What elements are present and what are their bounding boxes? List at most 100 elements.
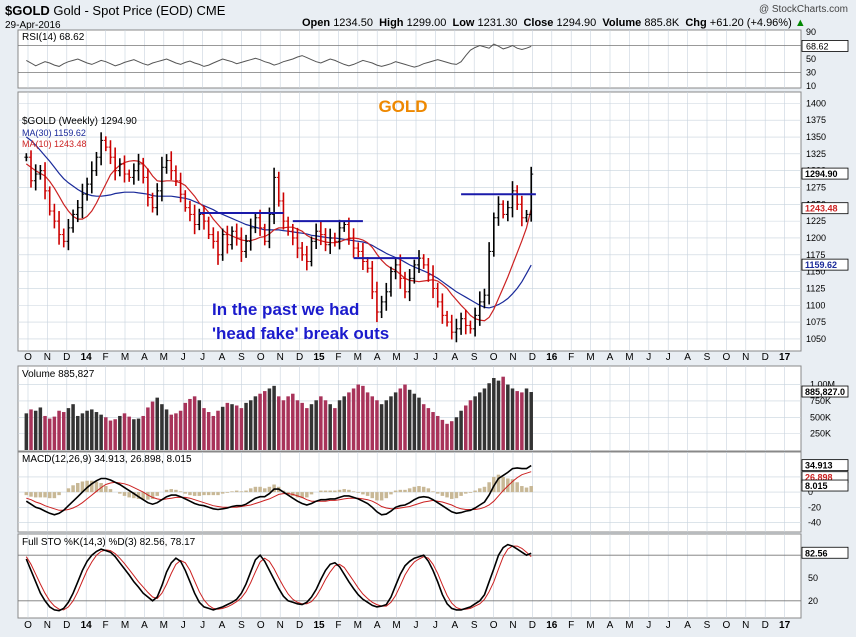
x-tick-label: J xyxy=(200,352,205,363)
x-tick-label: M xyxy=(121,352,129,363)
volume-bar xyxy=(375,400,379,450)
macd-hist-value-box xyxy=(801,479,849,492)
macd-histogram-bar xyxy=(225,492,230,493)
macd-histogram-bar xyxy=(104,486,108,493)
price-chart-title: GOLD xyxy=(378,97,427,116)
x-tick-label: A xyxy=(219,620,226,631)
volume-tick-label: 250K xyxy=(810,429,831,439)
macd-histogram-bar xyxy=(57,492,61,496)
macd-histogram-bar xyxy=(365,492,370,496)
symbol: $GOLD xyxy=(5,3,50,18)
x-tick-label: M xyxy=(625,352,633,363)
x-tick-label: O xyxy=(723,352,731,363)
macd-histogram-bar xyxy=(230,491,234,493)
macd-histogram-bar xyxy=(440,492,445,496)
macd-histogram-bar xyxy=(197,492,202,496)
macd-histogram-bar xyxy=(202,492,206,496)
volume-bar xyxy=(370,396,375,450)
volume-bar xyxy=(333,408,337,450)
x-tick-label: N xyxy=(44,620,51,631)
x-tick-label: F xyxy=(103,352,109,363)
volume-bar xyxy=(506,384,510,450)
macd-histogram-bar xyxy=(76,483,80,493)
volume-bar xyxy=(150,401,155,450)
volume-bar xyxy=(253,396,258,450)
macd-histogram-bar xyxy=(342,489,346,493)
macd-histogram-bar xyxy=(188,492,192,496)
macd-histogram-bar xyxy=(248,488,253,493)
rsi-value-box xyxy=(801,40,849,52)
x-tick-label: F xyxy=(335,352,341,363)
price-series xyxy=(24,132,536,343)
x-tick-label: J xyxy=(666,620,671,631)
volume-bar xyxy=(104,417,108,450)
macd-histogram-bar xyxy=(496,474,501,493)
macd-histogram-bar xyxy=(258,486,262,493)
last-price-box xyxy=(801,167,849,180)
x-tick-label: S xyxy=(704,620,711,631)
volume-bar xyxy=(454,417,459,450)
sto-value-box xyxy=(801,546,849,559)
x-tick-label: O xyxy=(257,620,265,631)
x-tick-label: S xyxy=(471,352,478,363)
volume-bar xyxy=(529,392,533,450)
volume-bar xyxy=(90,409,94,450)
macd-histogram-bar xyxy=(515,482,519,493)
volume-bar xyxy=(356,384,360,450)
macd-histogram-bar xyxy=(454,492,459,499)
macd-histogram-bar xyxy=(464,492,468,494)
macd-histogram-bar xyxy=(146,492,150,500)
x-tick-label: M xyxy=(160,352,168,363)
volume-bar xyxy=(52,416,57,450)
x-tick-label: O xyxy=(257,352,265,363)
macd-title: MACD(12,26,9) 34.913, 26.898, 8.015 xyxy=(22,454,192,465)
volume-bar xyxy=(197,400,202,450)
volume-bar xyxy=(473,396,477,450)
volume-bar xyxy=(174,413,178,450)
macd-histogram-bar xyxy=(216,492,220,496)
macd-histogram-bar xyxy=(244,490,248,493)
price-tick-label: 1125 xyxy=(806,283,825,293)
volume-bar xyxy=(244,402,248,450)
volume-bar xyxy=(398,388,403,450)
volume-bar xyxy=(29,409,33,450)
price-tick-label: 1150 xyxy=(806,267,825,277)
sto-d-line xyxy=(25,545,532,611)
volume-bar xyxy=(57,410,61,450)
x-tick-label: 17 xyxy=(779,620,791,631)
volume-bar xyxy=(211,415,216,450)
high-value: 1299.00 xyxy=(406,17,447,29)
x-tick-label: O xyxy=(490,620,498,631)
macd-histogram-bar xyxy=(169,489,174,493)
sto-value-label: 82.56 xyxy=(805,548,828,558)
volume-bar xyxy=(361,385,365,450)
macd-histogram-bar xyxy=(52,492,57,499)
volume-bar xyxy=(258,393,262,450)
sto-title: Full STO %K(14,3) %D(3) 82.56, 78.17 xyxy=(22,537,196,548)
macd-histogram-bar xyxy=(29,492,33,497)
x-tick-label: D xyxy=(63,352,70,363)
volume-bar xyxy=(492,378,496,450)
volume-bar xyxy=(393,392,398,450)
macd-histogram-bar xyxy=(468,492,473,493)
volume-bar xyxy=(66,408,71,450)
x-tick-label: 15 xyxy=(313,620,325,631)
macd-histogram-bar xyxy=(435,492,440,494)
volume-bar xyxy=(169,414,174,450)
x-tick-label: J xyxy=(414,620,419,631)
volume-bar xyxy=(314,400,318,450)
volume-bar xyxy=(178,410,183,450)
macd-histogram-bar xyxy=(94,481,99,493)
axis-labels: O N D 14 F M A M J J A S O N D 15 F M A M J J A S O N D 16 F M A M J J A S O… xyxy=(24,27,849,631)
macd-histogram-bar xyxy=(80,481,85,493)
volume-bar xyxy=(122,413,127,450)
macd-histogram-bar xyxy=(328,490,332,493)
x-tick-label: J xyxy=(181,352,186,363)
volume-bar xyxy=(351,388,356,450)
price-tick-label: 1100 xyxy=(806,300,825,310)
instrument-name: Gold - Spot Price (EOD) xyxy=(53,3,193,18)
macd-histogram-bar xyxy=(155,492,159,496)
macd-histogram-bar xyxy=(43,492,47,498)
volume-bar xyxy=(426,408,431,450)
close-value: 1294.90 xyxy=(556,17,597,29)
